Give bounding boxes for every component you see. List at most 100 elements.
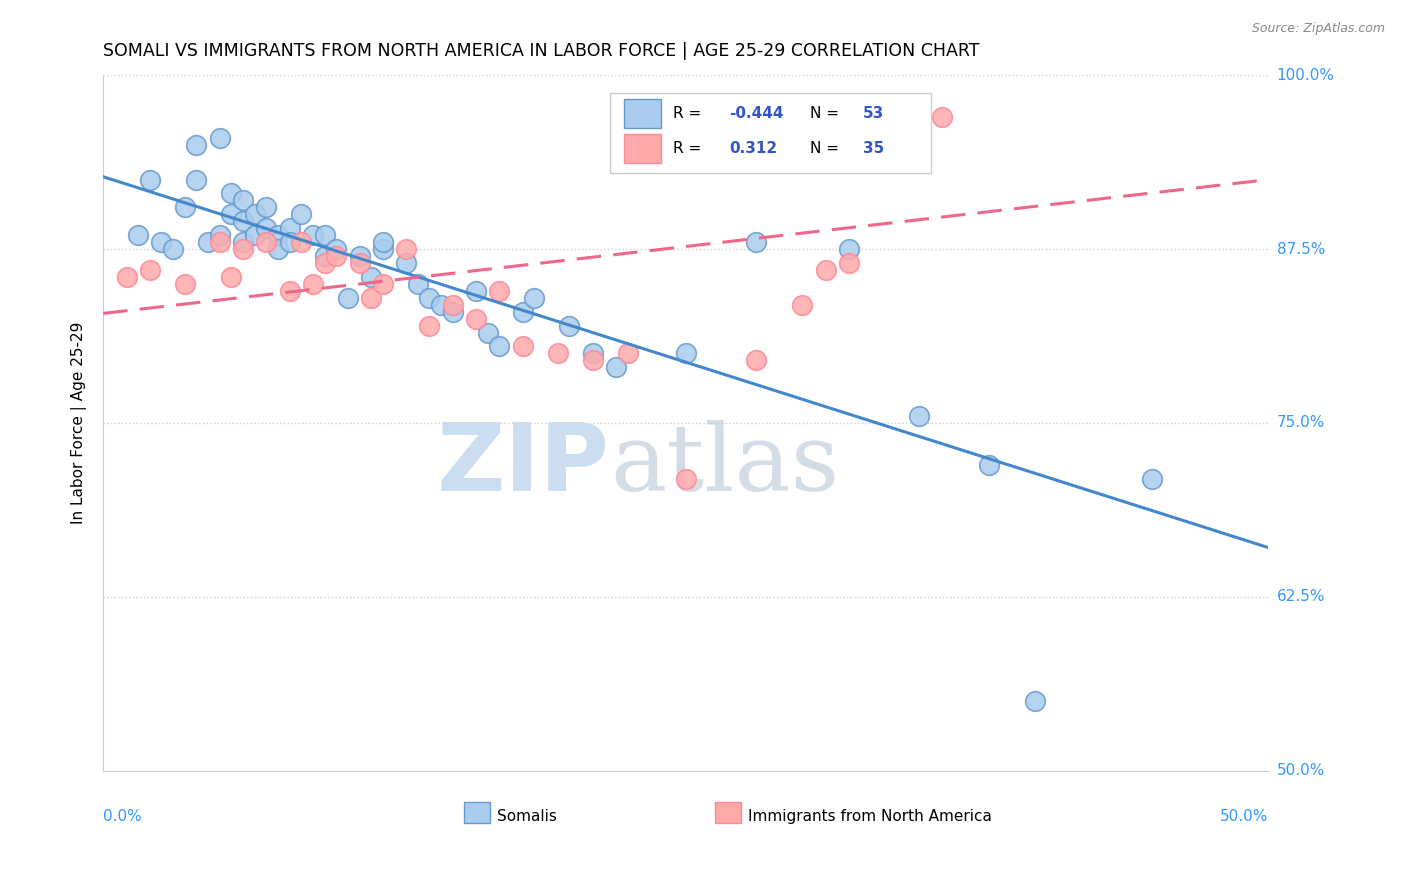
Point (208, 235, 231, 249)
Point (278, 221, 301, 235)
Text: 75.0%: 75.0% (1277, 416, 1324, 431)
Point (488, 339, 510, 353)
Text: 50.0%: 50.0% (1220, 809, 1268, 824)
Point (267, 242, 290, 256)
Point (477, 326, 499, 340)
Point (267, 228, 290, 243)
Point (896, 117, 918, 131)
Point (581, 353, 603, 368)
Point (150, 235, 173, 249)
Text: 0.0%: 0.0% (103, 809, 142, 824)
Point (523, 291, 546, 305)
Point (139, 263, 162, 277)
Point (430, 298, 453, 312)
Point (232, 194, 254, 208)
Point (418, 291, 440, 305)
Point (745, 353, 768, 368)
Point (278, 284, 301, 298)
Point (908, 409, 931, 423)
Point (127, 228, 149, 243)
Point (336, 291, 359, 305)
Point (371, 235, 394, 249)
Point (395, 242, 418, 256)
Point (221, 186, 243, 201)
Point (254, 200, 277, 214)
Text: ZIP: ZIP (437, 418, 610, 511)
Point (115, 269, 138, 284)
Point (139, 172, 162, 186)
Point (675, 346, 697, 360)
Point (395, 256, 418, 270)
FancyBboxPatch shape (624, 99, 661, 128)
Point (745, 235, 768, 249)
Point (675, 472, 697, 486)
Point (221, 207, 243, 221)
Point (860, 117, 883, 131)
Point (418, 318, 440, 333)
Point (558, 318, 581, 333)
Point (512, 339, 534, 353)
Point (838, 242, 860, 256)
FancyBboxPatch shape (610, 93, 931, 172)
Point (406, 277, 429, 291)
Text: 87.5%: 87.5% (1277, 242, 1324, 257)
Text: 35: 35 (863, 141, 884, 156)
Text: 50.0%: 50.0% (1277, 764, 1324, 778)
Text: N =: N = (810, 106, 845, 121)
Point (232, 235, 254, 249)
Point (838, 256, 860, 270)
Point (254, 221, 277, 235)
Point (349, 256, 371, 270)
Point (512, 304, 534, 318)
Point (314, 228, 336, 243)
Y-axis label: In Labor Force | Age 25-29: In Labor Force | Age 25-29 (72, 322, 87, 524)
Text: 0.312: 0.312 (728, 141, 778, 156)
Point (173, 277, 195, 291)
Text: Somalis: Somalis (498, 809, 557, 824)
Point (186, 172, 208, 186)
Point (908, 110, 931, 124)
Point (605, 360, 627, 375)
Point (616, 346, 638, 360)
Point (302, 277, 325, 291)
Point (814, 263, 837, 277)
Point (371, 242, 394, 256)
Point (931, 110, 953, 124)
Point (302, 228, 325, 243)
Point (162, 242, 184, 256)
Point (314, 249, 336, 263)
FancyBboxPatch shape (464, 802, 491, 822)
Point (243, 228, 266, 243)
Text: 62.5%: 62.5% (1277, 590, 1326, 604)
Point (465, 311, 488, 326)
Point (186, 137, 208, 152)
Point (243, 207, 266, 221)
Point (488, 284, 510, 298)
Point (884, 110, 907, 124)
Point (232, 242, 254, 256)
Point (441, 304, 464, 318)
Point (977, 458, 1000, 472)
Point (792, 298, 814, 312)
Point (873, 110, 896, 124)
Point (232, 214, 254, 228)
Point (254, 235, 277, 249)
Point (197, 235, 219, 249)
Point (173, 200, 195, 214)
Text: atlas: atlas (610, 419, 839, 509)
FancyBboxPatch shape (714, 802, 741, 822)
Point (1140, 472, 1163, 486)
Point (1024, 694, 1046, 708)
Point (547, 346, 569, 360)
Point (208, 228, 231, 243)
Text: Source: ZipAtlas.com: Source: ZipAtlas.com (1251, 22, 1385, 36)
Text: R =: R = (673, 106, 706, 121)
Text: N =: N = (810, 141, 845, 156)
Point (360, 291, 382, 305)
Point (360, 269, 382, 284)
Point (349, 249, 371, 263)
Point (325, 242, 347, 256)
FancyBboxPatch shape (624, 134, 661, 163)
Point (581, 346, 603, 360)
Point (441, 298, 464, 312)
